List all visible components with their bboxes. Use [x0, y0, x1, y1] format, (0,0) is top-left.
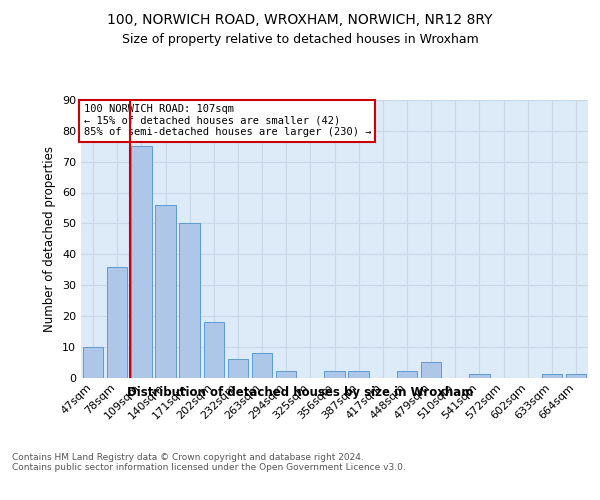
Bar	[469, 374, 490, 378]
Bar	[566, 374, 586, 378]
Y-axis label: Number of detached properties: Number of detached properties	[43, 146, 56, 332]
Bar	[397, 372, 417, 378]
Bar	[155, 205, 176, 378]
Bar	[349, 372, 369, 378]
Bar	[542, 374, 562, 378]
Bar	[227, 359, 248, 378]
Text: 100 NORWICH ROAD: 107sqm
← 15% of detached houses are smaller (42)
85% of semi-d: 100 NORWICH ROAD: 107sqm ← 15% of detach…	[83, 104, 371, 138]
Bar	[83, 346, 103, 378]
Text: Contains HM Land Registry data © Crown copyright and database right 2024.
Contai: Contains HM Land Registry data © Crown c…	[12, 452, 406, 472]
Bar	[131, 146, 152, 378]
Bar	[421, 362, 442, 378]
Text: Distribution of detached houses by size in Wroxham: Distribution of detached houses by size …	[127, 386, 473, 399]
Text: Size of property relative to detached houses in Wroxham: Size of property relative to detached ho…	[122, 32, 478, 46]
Bar	[179, 224, 200, 378]
Bar	[203, 322, 224, 378]
Bar	[324, 372, 345, 378]
Bar	[276, 372, 296, 378]
Bar	[252, 353, 272, 378]
Bar	[107, 266, 127, 378]
Text: 100, NORWICH ROAD, WROXHAM, NORWICH, NR12 8RY: 100, NORWICH ROAD, WROXHAM, NORWICH, NR1…	[107, 12, 493, 26]
